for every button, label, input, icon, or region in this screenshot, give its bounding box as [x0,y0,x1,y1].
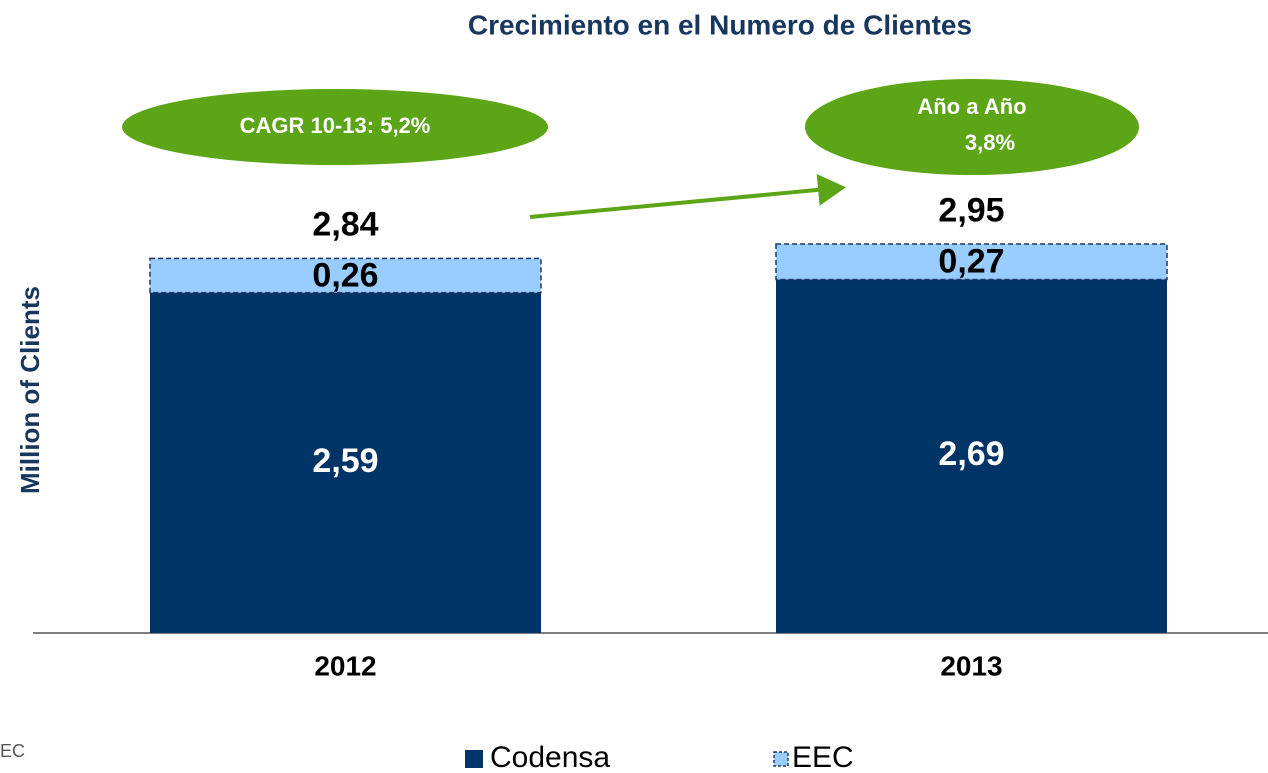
total-label: 2,84 [312,206,378,244]
bar-segment [775,243,1168,281]
value-label: 0,27 [938,243,1004,281]
annotation: Año a Año [917,94,1026,119]
legend-label: EEC [792,741,854,773]
legend-label: Codensa [490,741,610,773]
annotation: 3,8% [965,130,1015,155]
legend-swatch [773,751,789,767]
legend-swatch [465,750,483,768]
footnote: EC [0,741,25,761]
x-tick-label: 2013 [940,650,1002,681]
bar-segment [150,292,541,633]
bar-segment [776,279,1167,633]
annotation: CAGR 10-13: 5,2% [240,113,431,138]
value-label: 2,59 [312,442,378,480]
annotation-bubble [122,89,548,165]
annotation-bubble [805,79,1139,175]
x-tick-label: 2012 [314,650,376,681]
chart-title: Crecimiento en el Numero de Clientes [468,9,972,40]
value-label: 2,69 [938,435,1004,473]
y-axis-label: Million of Clients [15,286,45,494]
growth-arrow [529,173,846,219]
total-label: 2,95 [938,191,1004,229]
bar-segment [149,257,542,294]
value-label: 0,26 [312,256,378,294]
